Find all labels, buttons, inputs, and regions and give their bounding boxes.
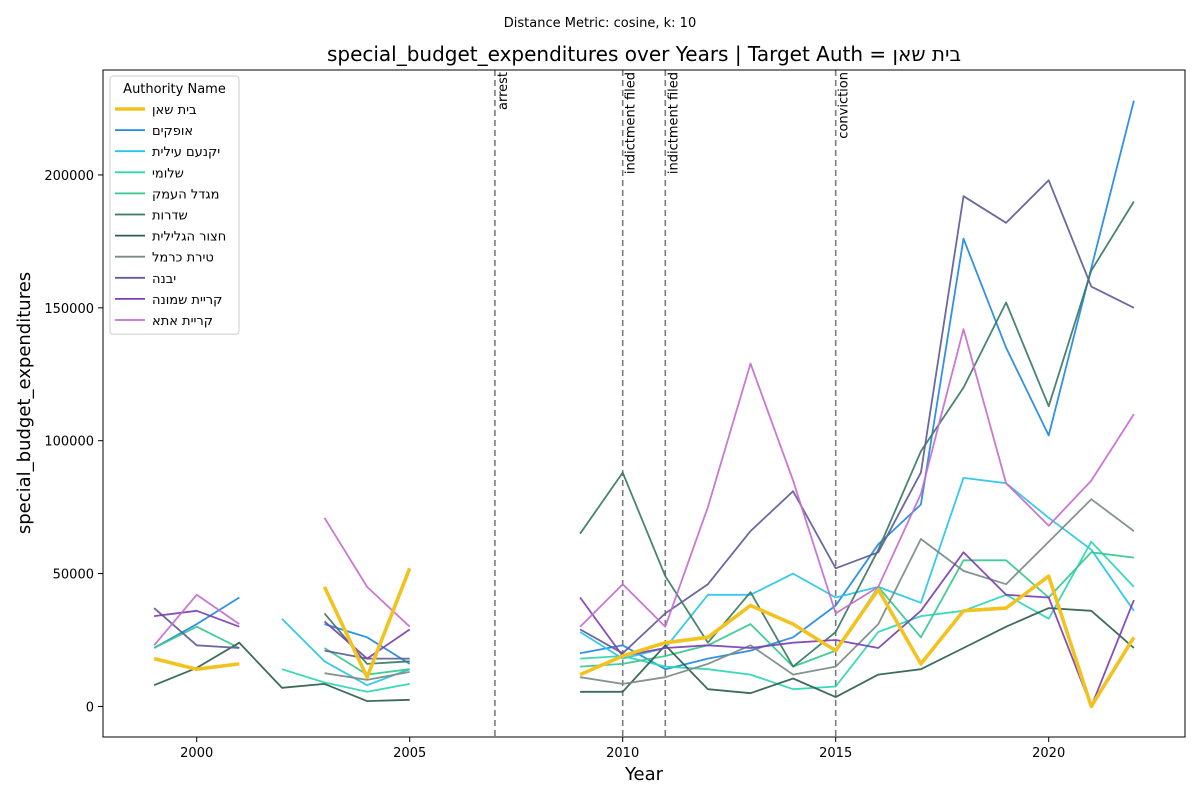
legend-label: קריית אתא — [152, 314, 213, 329]
series-line — [153, 328, 1135, 646]
series-line — [153, 179, 1135, 660]
event-label: indictment filed — [624, 72, 639, 174]
event-label: indictment filed — [666, 72, 681, 174]
x-tick-label: 2015 — [819, 746, 852, 761]
y-tick-label: 150000 — [44, 302, 94, 317]
y-tick-label: 100000 — [44, 435, 94, 450]
series-line — [153, 607, 1135, 702]
chart-suptitle: Distance Metric: cosine, k: 10 — [504, 16, 696, 31]
legend-label: אופקים — [152, 124, 193, 139]
event-label: conviction — [837, 72, 852, 139]
series-line — [153, 100, 1135, 671]
y-tick-label: 50000 — [53, 568, 94, 583]
series-line — [153, 551, 1135, 708]
y-tick-label: 200000 — [44, 169, 94, 184]
y-axis-title: special_budget_expenditures — [14, 272, 35, 534]
legend-box — [109, 75, 240, 335]
series-line — [281, 540, 1135, 693]
chart-title: special_budget_expenditures over Years |… — [327, 42, 961, 66]
x-tick-label: 2010 — [606, 746, 639, 761]
series-line — [324, 498, 1135, 685]
legend: Authority Name בית שאן אופקים יקנעם עילית של… — [109, 75, 240, 335]
legend-label: קריית שמונה — [152, 293, 222, 308]
x-axis-title: Year — [624, 764, 664, 785]
plot-area: arrest indictment filed indictment filed co… — [153, 70, 1136, 737]
y-tick-label: 0 — [86, 700, 94, 715]
legend-label: חצור הגלילית — [152, 230, 226, 245]
x-tick-label: 2000 — [180, 746, 213, 761]
axes-frame — [102, 69, 1186, 738]
legend-label: טירת כרמל — [152, 251, 214, 266]
legend-label: שדרות — [152, 209, 188, 224]
y-axis: 0 50000 100000 150000 200000 — [44, 169, 103, 715]
x-axis: 2000 2005 2010 2015 2020 — [180, 737, 1065, 761]
x-tick-label: 2020 — [1032, 746, 1065, 761]
legend-label: שלומי — [152, 166, 184, 181]
legend-label: בית שאן — [152, 103, 197, 118]
event-label: arrest — [496, 72, 511, 110]
legend-label: יבנה — [152, 272, 176, 287]
legend-label: יקנעם עילית — [152, 145, 220, 160]
series-line — [153, 567, 1136, 709]
legend-label: מגדל העמק — [152, 187, 220, 202]
x-tick-label: 2005 — [393, 746, 426, 761]
series-line — [323, 201, 1135, 668]
legend-title: Authority Name — [123, 82, 226, 97]
